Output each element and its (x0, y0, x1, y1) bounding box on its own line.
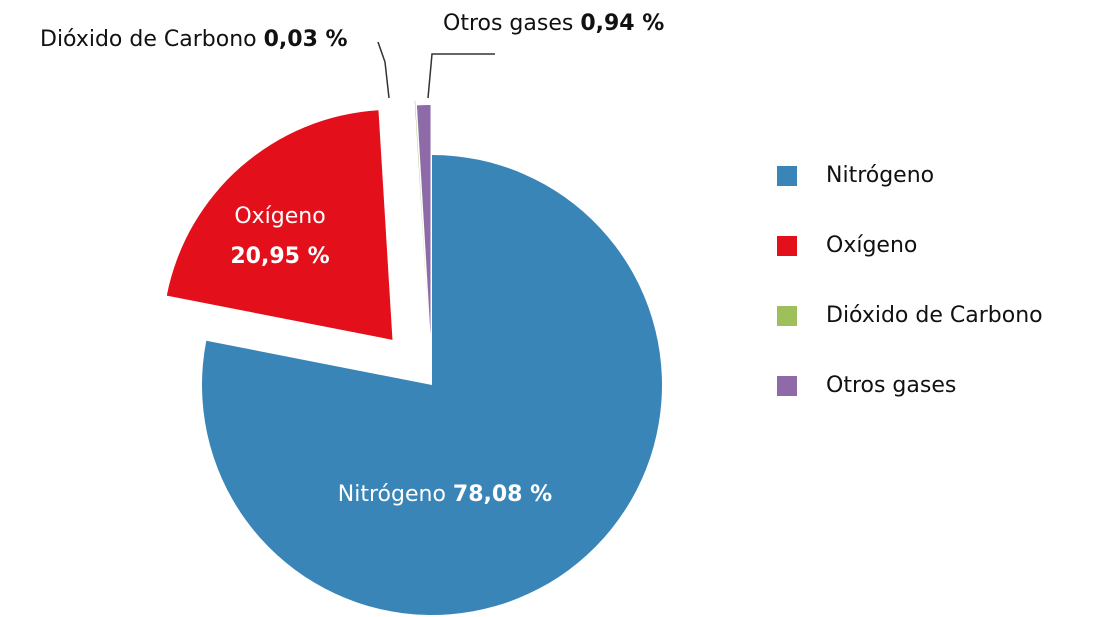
leader-line (427, 53, 495, 99)
pie-slice (414, 100, 429, 331)
legend-label: Oxígeno (826, 233, 917, 258)
slice-label: Nitrógeno 78,08 % (338, 482, 552, 507)
slice-name: Dióxido de Carbono (40, 27, 257, 52)
slice-label: Dióxido de Carbono 0,03 % (40, 27, 348, 52)
pie-slice (416, 105, 431, 336)
legend-swatch (777, 376, 797, 396)
pie-slice (202, 155, 662, 615)
slice-label: Otros gases 0,94 % (443, 11, 664, 36)
slice-value-label: 0,03 % (264, 27, 348, 52)
legend-label: Otros gases (826, 373, 956, 398)
legend-label: Dióxido de Carbono (826, 303, 1043, 328)
legend-label: Nitrógeno (826, 163, 934, 188)
slice-label: Oxígeno (234, 204, 325, 229)
legend-swatch (777, 236, 797, 256)
slice-value-label: 78,08 % (453, 482, 552, 507)
slice-name: Nitrógeno (338, 482, 446, 507)
slice-name: Otros gases (443, 11, 573, 36)
leader-line (377, 41, 390, 99)
legend-swatch (777, 166, 797, 186)
pie-slice (166, 110, 393, 340)
slice-value-label: 0,94 % (580, 11, 664, 36)
legend-swatch (777, 306, 797, 326)
slice-value-label: 20,95 % (230, 244, 329, 269)
